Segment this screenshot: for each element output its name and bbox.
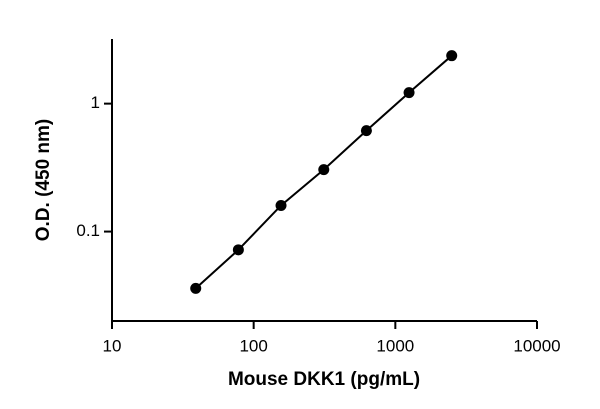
data-point	[403, 87, 415, 99]
x-tick-label: 10000	[513, 336, 560, 355]
data-point	[232, 244, 244, 256]
data-point	[318, 164, 330, 176]
y-axis-label: O.D. (450 nm)	[33, 119, 54, 241]
x-tick-label: 10	[103, 336, 122, 355]
x-tick-label: 1000	[376, 336, 414, 355]
data-point	[446, 50, 458, 62]
data-point	[360, 125, 372, 137]
y-tick-label: 0.1	[76, 221, 100, 240]
data-point	[190, 282, 202, 294]
y-tick-label: 1	[91, 93, 100, 112]
data-point	[275, 199, 287, 211]
x-axis-label: Mouse DKK1 (pg/mL)	[228, 369, 420, 390]
x-tick-label: 100	[239, 336, 267, 355]
